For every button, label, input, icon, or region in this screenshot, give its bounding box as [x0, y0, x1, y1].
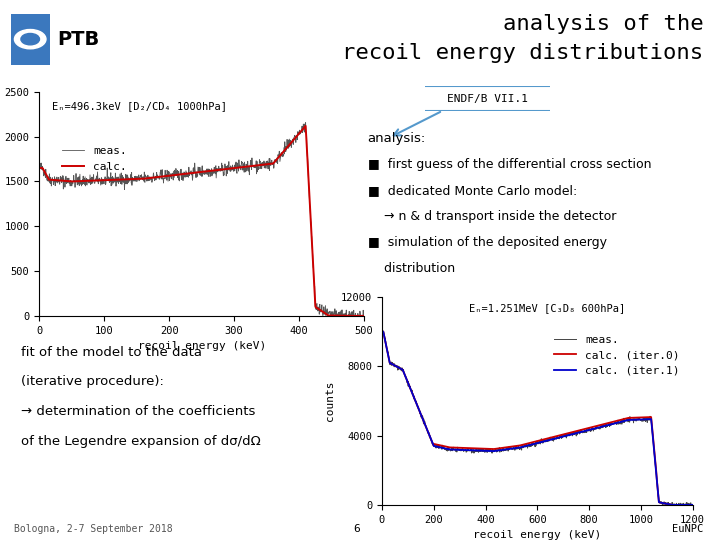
Y-axis label: counts: counts	[326, 381, 336, 421]
Text: Bologna, 2-7 September 2018: Bologna, 2-7 September 2018	[14, 523, 173, 534]
calc.	[35, 165, 44, 171]
calc. (iter.1)	[430, 443, 438, 449]
Text: (iterative procedure):: (iterative procedure):	[21, 375, 164, 388]
calc.	[258, 161, 266, 168]
meas.	[688, 501, 697, 508]
Text: of the Legendre expansion of dσ/dΩ: of the Legendre expansion of dσ/dΩ	[21, 435, 261, 448]
Text: → determination of the coefficients: → determination of the coefficients	[21, 405, 256, 418]
X-axis label: recoil energy (keV): recoil energy (keV)	[473, 530, 601, 540]
Text: EuNPC: EuNPC	[672, 523, 703, 534]
meas.	[35, 163, 44, 170]
calc.	[360, 313, 368, 319]
meas.	[318, 313, 327, 319]
calc. (iter.0)	[483, 446, 491, 452]
calc. (iter.1)	[513, 445, 521, 451]
Line: calc. (iter.1): calc. (iter.1)	[382, 332, 693, 505]
FancyBboxPatch shape	[418, 86, 556, 111]
Text: distribution: distribution	[368, 262, 455, 275]
Text: → n & d transport inside the detector: → n & d transport inside the detector	[368, 210, 616, 223]
FancyBboxPatch shape	[11, 14, 50, 65]
Text: analysis:: analysis:	[368, 132, 426, 145]
calc.	[288, 138, 297, 144]
calc. (iter.0)	[668, 502, 676, 508]
Text: ■  first guess of the differential cross section: ■ first guess of the differential cross …	[368, 158, 651, 171]
meas.	[378, 327, 386, 333]
meas.	[541, 437, 550, 444]
calc. (iter.0)	[378, 328, 386, 335]
Text: Eₙ=1.251MeV [C₃D₈ 600hPa]: Eₙ=1.251MeV [C₃D₈ 600hPa]	[469, 303, 625, 313]
meas.	[178, 170, 186, 176]
calc. (iter.1)	[378, 328, 386, 335]
calc.	[68, 178, 76, 185]
meas.	[294, 129, 303, 136]
meas.	[301, 119, 310, 126]
calc. (iter.1)	[548, 436, 556, 443]
Legend: meas., calc. (iter.0), calc. (iter.1): meas., calc. (iter.0), calc. (iter.1)	[549, 330, 684, 380]
calc. (iter.0)	[430, 441, 438, 447]
calc.	[178, 171, 186, 178]
calc. (iter.1)	[688, 502, 697, 508]
Text: ENDF/B VII.1: ENDF/B VII.1	[447, 93, 528, 104]
calc.	[294, 131, 303, 138]
meas.	[548, 436, 556, 443]
Line: meas.: meas.	[382, 330, 693, 505]
meas.	[419, 417, 428, 423]
Text: PTB: PTB	[57, 30, 99, 49]
Legend: meas., calc.: meas., calc.	[58, 142, 131, 176]
calc.	[344, 313, 353, 319]
meas.	[288, 136, 297, 143]
meas.	[360, 311, 368, 318]
meas.	[513, 443, 521, 450]
calc. (iter.0)	[688, 502, 697, 508]
Line: meas.: meas.	[39, 123, 364, 316]
calc. (iter.1)	[541, 438, 550, 444]
calc. (iter.0)	[548, 434, 556, 441]
calc. (iter.0)	[541, 436, 550, 442]
Text: ■  simulation of the deposited energy: ■ simulation of the deposited energy	[368, 236, 607, 249]
Text: fit of the model to the data: fit of the model to the data	[21, 346, 203, 359]
Text: analysis of the: analysis of the	[503, 14, 703, 33]
meas.	[166, 174, 175, 180]
meas.	[258, 163, 266, 169]
calc. (iter.1)	[483, 448, 491, 454]
calc. (iter.1)	[668, 502, 676, 508]
Circle shape	[21, 33, 39, 45]
calc.	[301, 123, 310, 129]
calc.	[166, 172, 175, 179]
calc. (iter.1)	[419, 417, 428, 423]
Text: ■  dedicated Monte Carlo model:: ■ dedicated Monte Carlo model:	[368, 184, 577, 197]
X-axis label: recoil energy (keV): recoil energy (keV)	[138, 341, 266, 351]
Line: calc. (iter.0): calc. (iter.0)	[382, 332, 693, 505]
calc. (iter.0)	[419, 417, 428, 423]
Circle shape	[14, 30, 46, 49]
Text: Eₙ=496.3keV [D₂/CD₄ 1000hPa]: Eₙ=496.3keV [D₂/CD₄ 1000hPa]	[52, 101, 227, 111]
Text: recoil energy distributions: recoil energy distributions	[342, 43, 703, 63]
meas.	[68, 179, 76, 186]
meas.	[430, 443, 438, 449]
Text: 6: 6	[353, 523, 361, 534]
calc. (iter.0)	[513, 443, 521, 449]
meas.	[483, 447, 491, 453]
Line: calc.: calc.	[39, 126, 364, 316]
meas.	[658, 502, 667, 508]
